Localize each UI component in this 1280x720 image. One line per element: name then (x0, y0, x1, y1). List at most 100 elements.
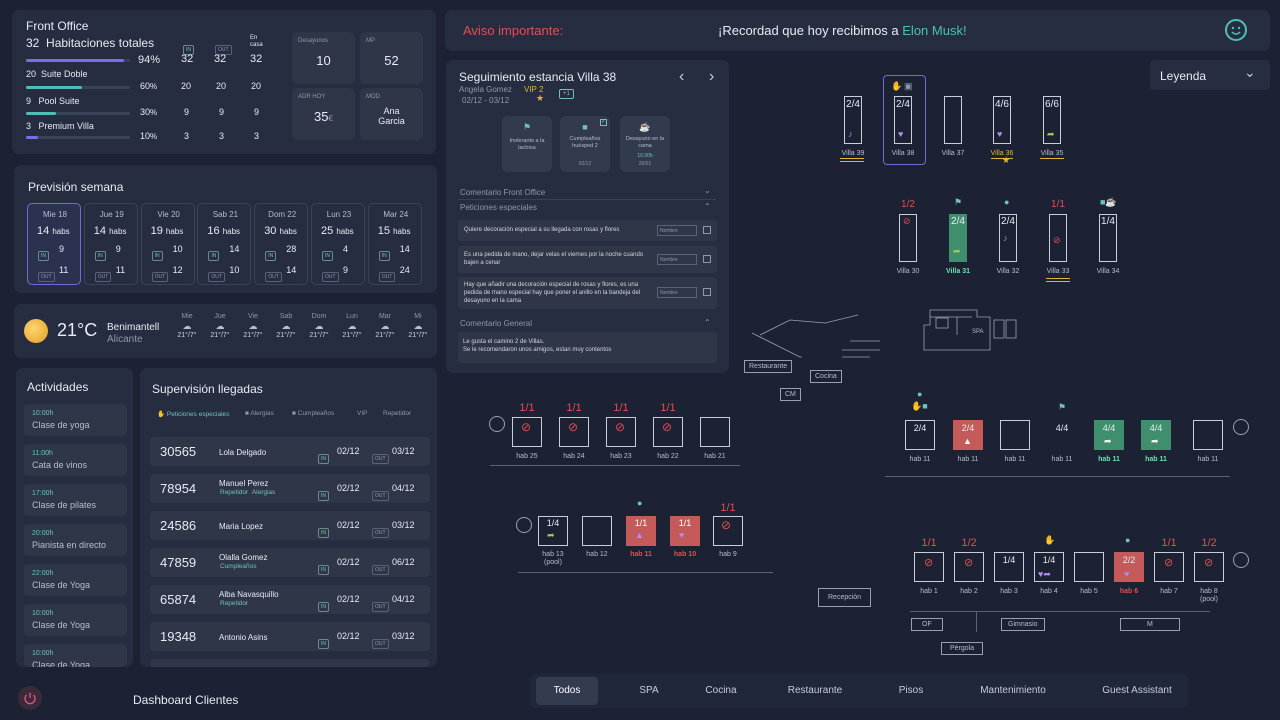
restaurant-outline (751, 314, 880, 358)
checkbox[interactable] (703, 226, 711, 234)
villa-box[interactable] (1049, 214, 1067, 262)
room-box[interactable] (954, 552, 984, 582)
room-box[interactable] (905, 420, 935, 450)
filter-4[interactable]: Repetidor (383, 410, 412, 417)
room-box[interactable] (538, 516, 568, 546)
room-box[interactable] (606, 417, 636, 447)
activity-item[interactable]: 10:00h Clase de Yoga (24, 604, 127, 636)
tab-4[interactable]: Pisos (898, 685, 924, 696)
room-box[interactable] (512, 417, 542, 447)
activity-item[interactable]: 20:00h Pianista en directo (24, 524, 127, 556)
weather-day: Lun ☁ 21°/7° (337, 313, 367, 339)
filter-3[interactable]: VIP (357, 410, 368, 417)
forecast-day[interactable]: Jue 19 14 habs IN 9 OUT 11 (83, 203, 138, 285)
no-entry-icon: ⊘ (721, 518, 732, 532)
room-box[interactable] (1141, 420, 1171, 450)
room-box[interactable] (1194, 552, 1224, 582)
arrival-row[interactable]: 78954 Manuel Perez Repetidor Alergias IN… (150, 474, 430, 503)
tab-6[interactable]: Guest Assistant (1102, 685, 1172, 696)
room-box[interactable] (1154, 552, 1184, 582)
fo-comment-toggle[interactable]: Comentario Front Office (460, 188, 546, 197)
forecast-day[interactable]: Dom 22 30 habs IN 28 OUT 14 (254, 203, 309, 285)
room-label: hab 11 (1004, 456, 1026, 463)
chevron-up-icon[interactable]: ⌃ (704, 318, 711, 327)
filter-0[interactable]: ✋ Peticiones especiales (157, 411, 230, 418)
forecast-day[interactable]: Sab 21 16 habs IN 14 OUT 10 (197, 203, 252, 285)
filter-icon: ■ (292, 410, 296, 417)
villa-box[interactable] (993, 96, 1011, 144)
legend-dropdown[interactable]: Leyenda ⌄ (1150, 60, 1270, 90)
room-box[interactable] (914, 552, 944, 582)
room-box[interactable] (1114, 552, 1144, 582)
room-box[interactable] (1094, 420, 1124, 450)
room-box[interactable] (713, 516, 743, 546)
filter-1[interactable]: ■ Alergias (245, 410, 274, 417)
activity-item[interactable]: 10:00h Clase de Yoga (24, 644, 127, 667)
activity-item[interactable]: 11:00h Cata de vinos (24, 444, 127, 476)
chevron-down-icon[interactable]: ⌄ (704, 186, 711, 195)
hand-icon: ✋ (1044, 535, 1056, 545)
tab-5[interactable]: Mantenimiento (980, 685, 1046, 696)
heart-icon: ♥ (1124, 569, 1130, 579)
forecast-day[interactable]: Mie 18 14 habs IN 9 OUT 11 (27, 203, 81, 285)
general-toggle[interactable]: Comentario General (460, 319, 533, 328)
forecast-day[interactable]: Vie 20 19 habs IN 10 OUT 12 (140, 203, 195, 285)
activity-item[interactable]: 17:00h Clase de pilates (24, 484, 127, 516)
villa-box[interactable] (899, 214, 917, 262)
room-label: hab 11 (1145, 456, 1167, 463)
tab-3[interactable]: Restaurante (787, 685, 843, 696)
room-box[interactable] (1034, 552, 1064, 582)
villa-box[interactable] (1043, 96, 1061, 144)
arrival-row[interactable] (150, 659, 430, 667)
villa-box[interactable] (944, 96, 962, 144)
filter-2[interactable]: ■ Cumpleaños (292, 410, 335, 417)
stay-panel: Seguimiento estancia Villa 38 ‹ › Angela… (446, 60, 729, 373)
filter-icon: ✋ (157, 411, 166, 418)
next-arrow-icon[interactable]: › (709, 68, 715, 85)
prev-arrow-icon[interactable]: ‹ (679, 68, 685, 85)
villa-selected-frame[interactable] (883, 75, 926, 165)
room-box[interactable] (626, 516, 656, 546)
checkbox[interactable] (703, 288, 711, 296)
name-input[interactable]: Nombre (657, 225, 697, 236)
power-icon[interactable] (18, 686, 42, 710)
activity-item[interactable]: 10:00h Clase de yoga (24, 404, 127, 436)
arrival-row[interactable]: 47859 Olalla Gomez Cumpleaños IN 02/12 O… (150, 548, 430, 577)
room-box[interactable] (559, 417, 589, 447)
name-input[interactable]: Nombre (657, 254, 697, 265)
villa-box[interactable] (894, 96, 912, 144)
no-entry-icon: ⊘ (615, 420, 626, 434)
activity-item[interactable]: 22:00h Clase de Yoga (24, 564, 127, 596)
villa-box[interactable] (844, 96, 862, 144)
heart-icon: ♥ (997, 129, 1003, 139)
checkbox[interactable] (703, 255, 711, 263)
name-input[interactable]: Nombre (657, 287, 697, 298)
villa-label: Villa 31 (945, 268, 970, 275)
room-box[interactable] (653, 417, 683, 447)
room-box[interactable] (1000, 420, 1030, 450)
villa-box[interactable] (949, 214, 967, 262)
checkbox-icon[interactable]: ✓ (600, 119, 607, 126)
forecast-day[interactable]: Lun 23 25 habs IN 4 OUT 9 (311, 203, 365, 285)
tab-0[interactable]: Todos (536, 677, 598, 705)
room-box[interactable] (1193, 420, 1223, 450)
arrival-row[interactable]: 65874 Alba Navasquillo Repetidor IN 02/1… (150, 585, 430, 614)
chevron-up-icon[interactable]: ⌃ (704, 202, 711, 211)
room-box[interactable] (582, 516, 612, 546)
room-box[interactable] (670, 516, 700, 546)
tab-2[interactable]: Cocina (705, 685, 737, 696)
arrival-row[interactable]: 24586 Maria Lopez IN 02/12 OUT 03/12 (150, 511, 430, 540)
room-box[interactable] (994, 552, 1024, 582)
tab-1[interactable]: SPA (639, 685, 659, 696)
smile-icon[interactable] (1225, 19, 1247, 41)
special-toggle[interactable]: Peticiones especiales (460, 203, 537, 212)
arrival-row[interactable]: 30565 Lola Delgado IN 02/12 OUT 03/12 (150, 437, 430, 466)
room-box[interactable] (953, 420, 983, 450)
room-box[interactable] (1074, 552, 1104, 582)
forecast-day[interactable]: Mar 24 15 habs IN 14 OUT 24 (367, 203, 422, 285)
villa-box[interactable] (1099, 214, 1117, 262)
arrival-row[interactable]: 19348 Antonio Asins IN 02/12 OUT 03/12 (150, 622, 430, 651)
villa-box[interactable] (999, 214, 1017, 262)
no-entry-icon: ⊘ (568, 420, 579, 434)
room-box[interactable] (700, 417, 730, 447)
